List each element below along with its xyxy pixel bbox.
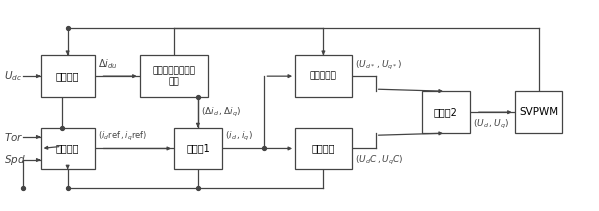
Bar — [174, 127, 222, 169]
Text: $(i_d\,,i_q)$: $(i_d\,,i_q)$ — [225, 130, 253, 143]
Text: $\Delta i_{du}$: $\Delta i_{du}$ — [98, 57, 117, 71]
Text: 电流调节器: 电流调节器 — [310, 72, 337, 81]
Text: 加法器2: 加法器2 — [434, 107, 458, 117]
Text: $(\Delta i_d\,,\Delta i_q)$: $(\Delta i_d\,,\Delta i_q)$ — [201, 106, 241, 119]
Text: 电流查表: 电流查表 — [56, 143, 80, 153]
Text: $(i_d$ref$\,,i_q$ref$)$: $(i_d$ref$\,,i_q$ref$)$ — [98, 130, 147, 143]
Bar — [422, 91, 470, 133]
Text: $Tor$: $Tor$ — [4, 131, 23, 143]
Text: $(U_dC\,,U_qC)$: $(U_dC\,,U_qC)$ — [355, 154, 403, 167]
Text: $(U_{d*}\,,U_{q*})$: $(U_{d*}\,,U_{q*})$ — [355, 59, 402, 72]
Text: $U_{dc}$: $U_{dc}$ — [4, 69, 22, 83]
Text: 加法器1: 加法器1 — [186, 143, 210, 153]
Bar — [295, 127, 352, 169]
Text: SVPWM: SVPWM — [519, 107, 558, 117]
Bar — [515, 91, 562, 133]
Bar — [41, 127, 95, 169]
Text: 电压前馈: 电压前馈 — [311, 143, 335, 153]
Text: 补偿电流路径规划
函数: 补偿电流路径规划 函数 — [153, 66, 195, 86]
Bar — [140, 55, 208, 97]
Text: $Spd$: $Spd$ — [4, 153, 26, 167]
Bar — [295, 55, 352, 97]
Text: $(U_d\,,U_q)$: $(U_d\,,U_q)$ — [473, 118, 509, 131]
Text: 电压闭环: 电压闭环 — [56, 71, 80, 81]
Bar — [41, 55, 95, 97]
